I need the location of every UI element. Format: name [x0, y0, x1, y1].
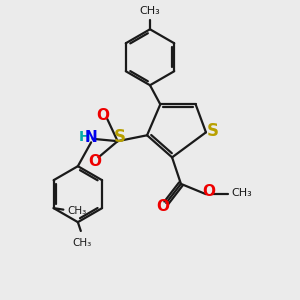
- Text: O: O: [156, 199, 169, 214]
- Text: O: O: [88, 154, 101, 169]
- Text: O: O: [202, 184, 215, 199]
- Text: N: N: [85, 130, 98, 145]
- Text: CH₃: CH₃: [73, 238, 92, 248]
- Text: H: H: [79, 130, 90, 144]
- Text: CH₃: CH₃: [232, 188, 252, 198]
- Text: CH₃: CH₃: [68, 206, 87, 216]
- Text: S: S: [114, 128, 126, 146]
- Text: CH₃: CH₃: [140, 6, 160, 16]
- Text: S: S: [206, 122, 218, 140]
- Text: O: O: [96, 108, 110, 123]
